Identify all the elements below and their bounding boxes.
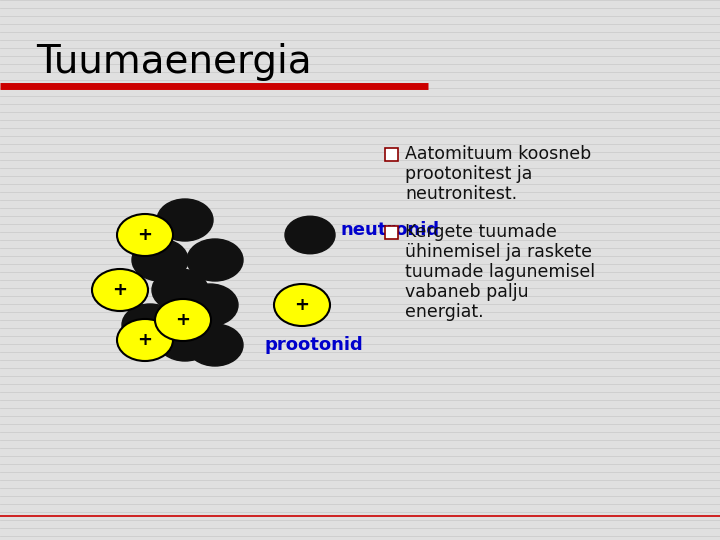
Text: prootonid: prootonid	[265, 336, 364, 354]
Circle shape	[122, 304, 178, 346]
Circle shape	[182, 284, 238, 326]
Circle shape	[285, 216, 335, 254]
Text: neutronid: neutronid	[340, 221, 439, 239]
Text: +: +	[138, 331, 153, 349]
Circle shape	[157, 199, 213, 241]
Text: Tuumaenergia: Tuumaenergia	[36, 43, 312, 81]
Text: +: +	[294, 296, 310, 314]
Circle shape	[187, 324, 243, 366]
Text: Kergete tuumade: Kergete tuumade	[405, 223, 557, 241]
Text: prootonitest ja: prootonitest ja	[405, 165, 532, 183]
Circle shape	[187, 239, 243, 281]
Text: +: +	[112, 281, 127, 299]
Circle shape	[117, 319, 173, 361]
Text: neutronitest.: neutronitest.	[405, 185, 517, 203]
Circle shape	[152, 269, 208, 311]
Text: tuumade lagunemisel: tuumade lagunemisel	[405, 263, 595, 281]
Text: vabaneb palju: vabaneb palju	[405, 283, 528, 301]
Circle shape	[157, 319, 213, 361]
FancyBboxPatch shape	[385, 226, 398, 239]
Circle shape	[155, 299, 211, 341]
Text: ühinemisel ja raskete: ühinemisel ja raskete	[405, 243, 592, 261]
Text: Aatomituum koosneb: Aatomituum koosneb	[405, 145, 591, 163]
FancyBboxPatch shape	[385, 148, 398, 161]
Text: +: +	[176, 311, 191, 329]
Text: energiat.: energiat.	[405, 303, 484, 321]
Circle shape	[117, 214, 173, 256]
Circle shape	[274, 284, 330, 326]
Circle shape	[132, 239, 188, 281]
Circle shape	[92, 269, 148, 311]
Text: +: +	[138, 226, 153, 244]
